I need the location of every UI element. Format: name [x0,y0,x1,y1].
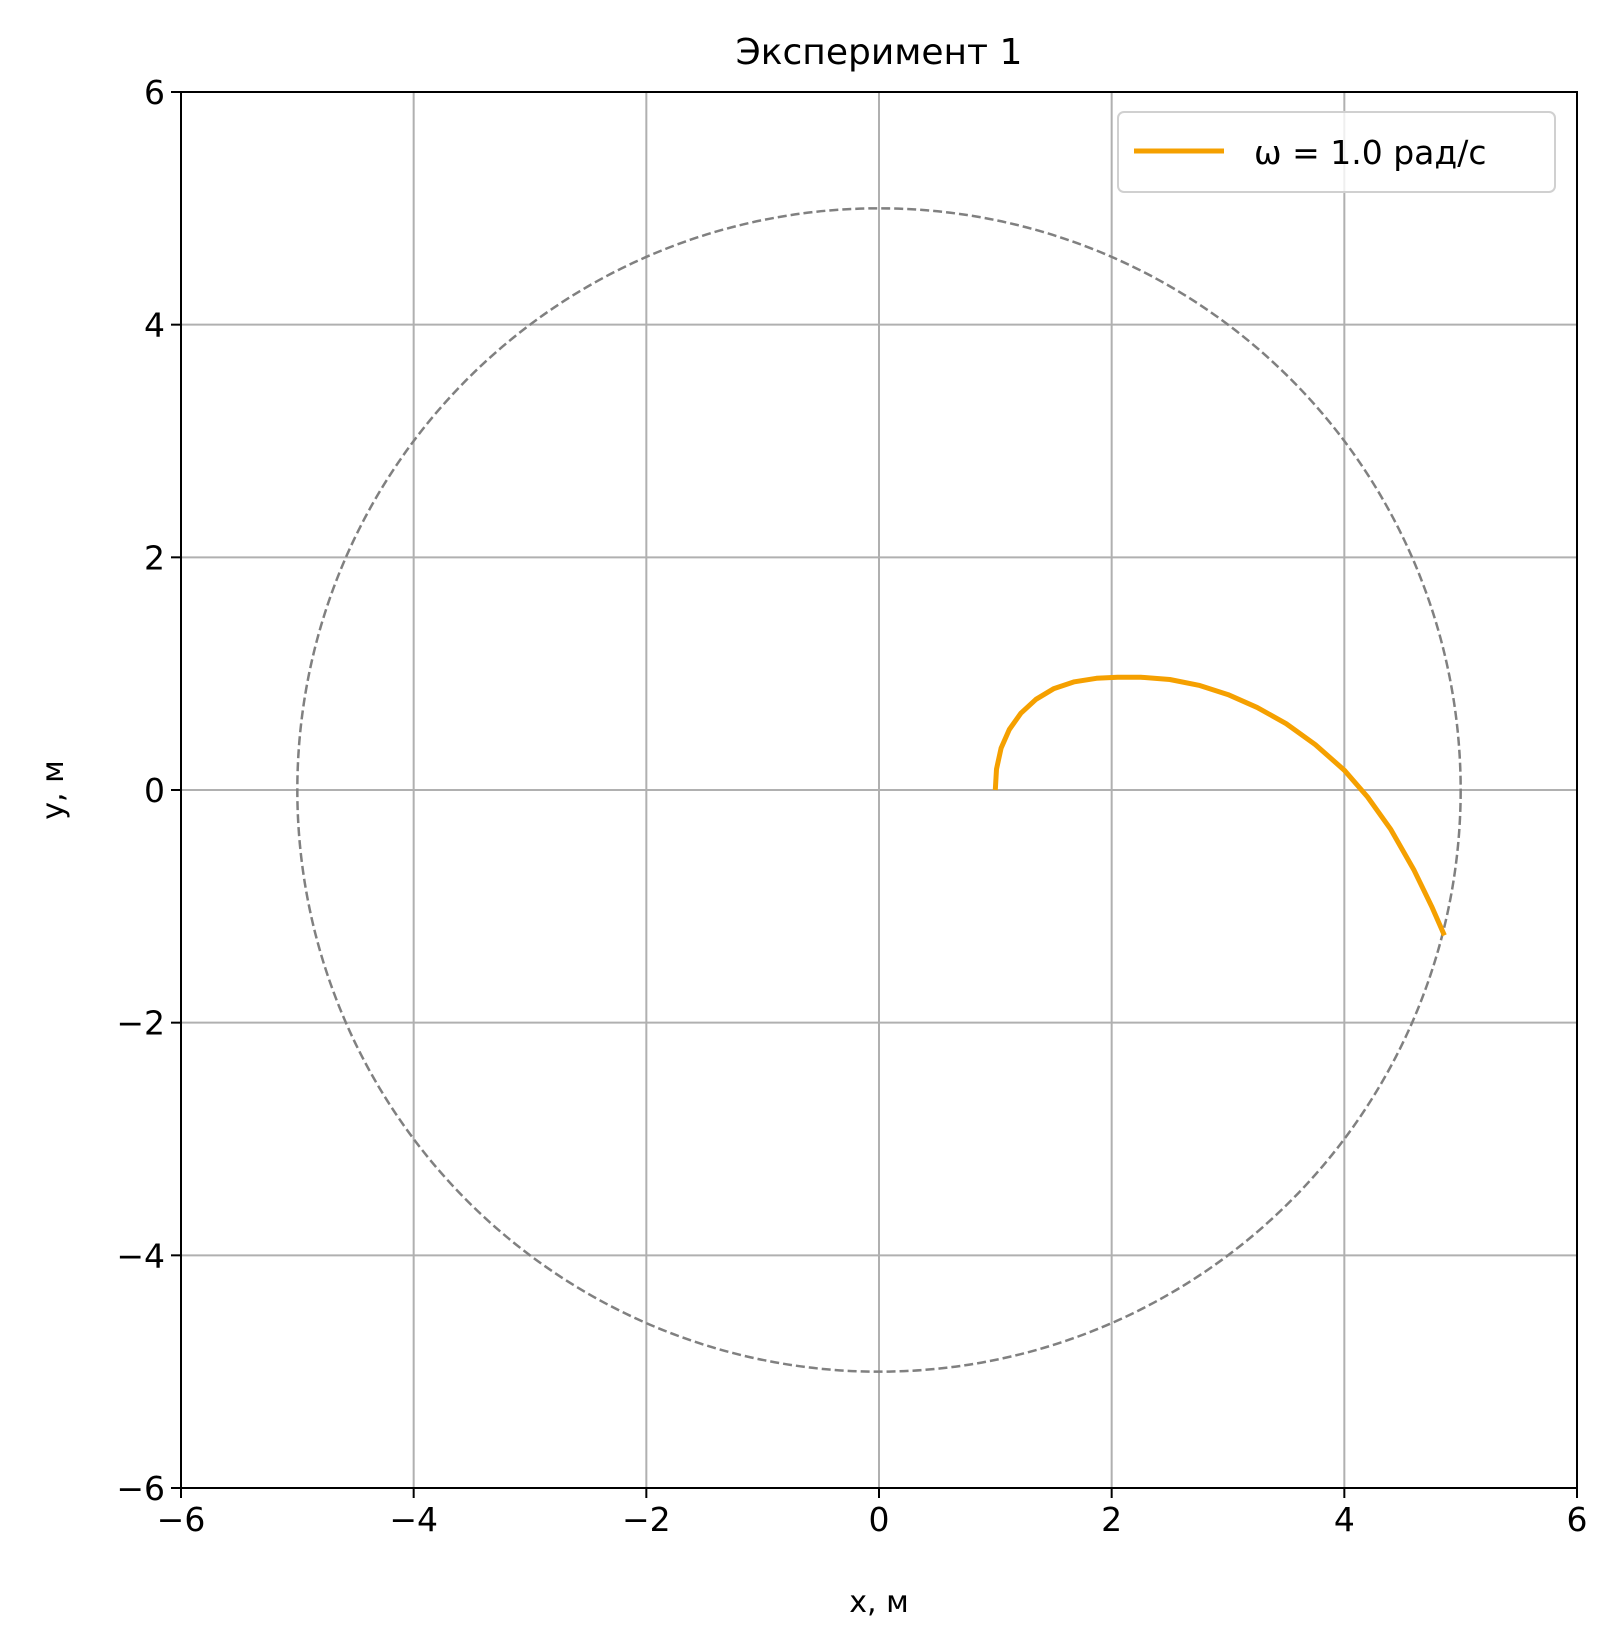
chart-title: Эксперимент 1 [736,32,1023,73]
x-tick-label: 2 [1101,1500,1122,1539]
y-axis-ticks: −6 −4 −2 0 2 4 6 [116,73,181,1508]
y-tick-label: 0 [144,771,165,810]
x-tick-label: −2 [622,1500,671,1539]
legend-label: ω = 1.0 рад/с [1254,133,1486,172]
legend: ω = 1.0 рад/с [1117,111,1556,193]
reference-circle [296,207,1462,1373]
x-tick-label: 6 [1567,1500,1588,1539]
y-tick-label: 4 [144,306,165,345]
x-tick-label: 4 [1334,1500,1355,1539]
y-axis-label: y, м [36,760,71,819]
x-tick-label: −6 [157,1500,206,1539]
y-tick-label: −6 [116,1469,165,1508]
x-tick-label: 0 [869,1500,890,1539]
series-line [992,674,1447,937]
y-tick-label: 2 [144,538,165,577]
series-layer [992,674,1447,937]
legend-box [1117,111,1556,193]
y-tick-label: 6 [144,73,165,112]
x-axis-ticks: −6 −4 −2 0 2 4 6 [157,1488,1588,1539]
y-tick-label: −4 [116,1236,165,1275]
reference-layer [296,207,1462,1373]
x-tick-label: −4 [389,1500,438,1539]
y-tick-label: −2 [116,1004,165,1043]
x-axis-label: x, м [849,1585,908,1620]
